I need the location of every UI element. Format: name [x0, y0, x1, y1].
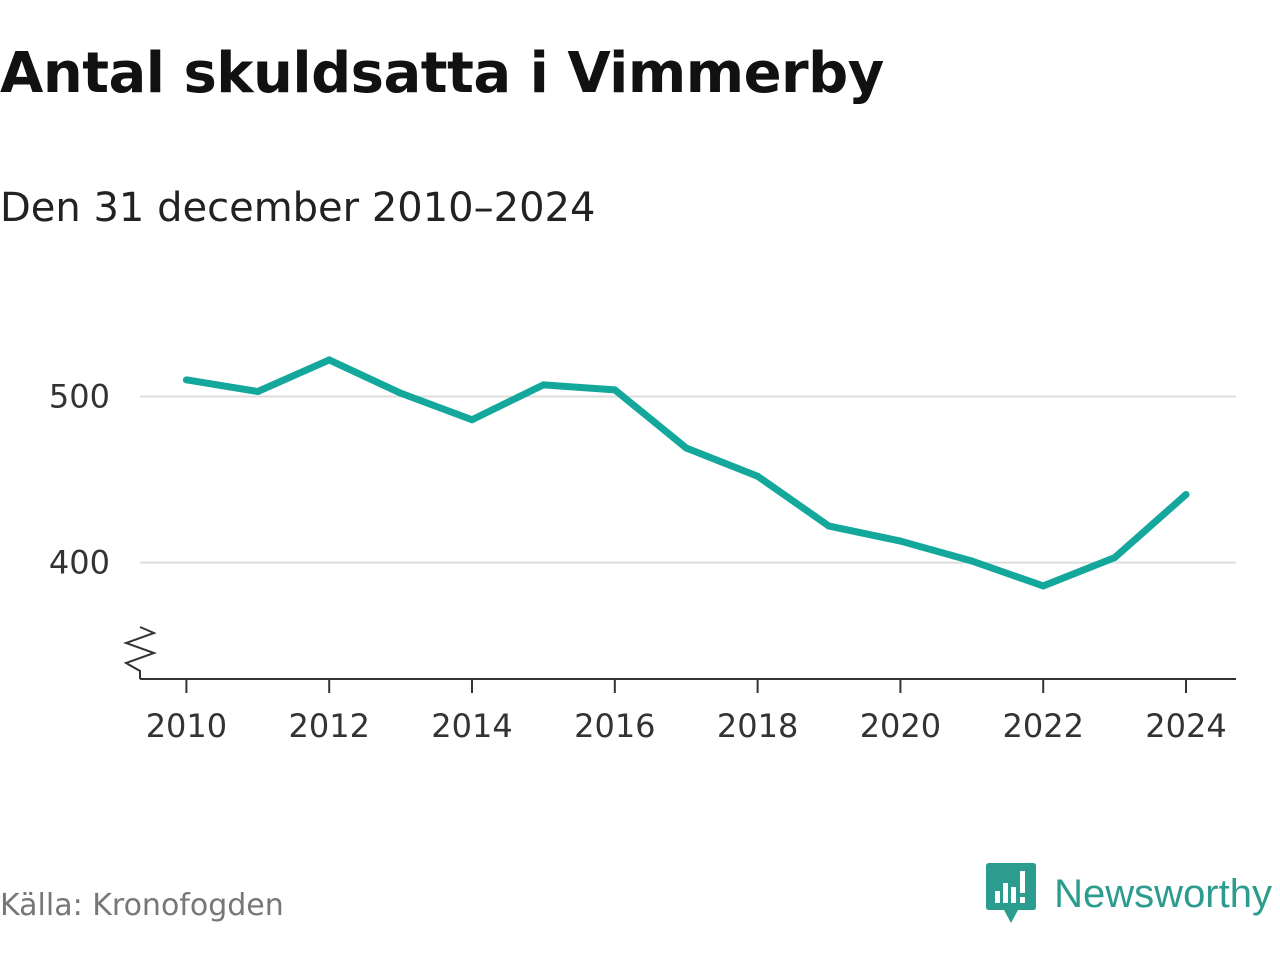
y-tick-label-500: 500	[49, 377, 110, 415]
data-point-2017	[682, 444, 690, 452]
series	[182, 356, 1190, 590]
newsworthy-logo-icon	[986, 863, 1037, 923]
data-point-2011	[254, 387, 262, 395]
chart-subtitle: Den 31 december 2010–2024	[0, 185, 596, 231]
newsworthy-brand: Newsworthy	[986, 862, 1272, 926]
x-tick-label-2014: 2014	[431, 707, 512, 745]
data-point-2018	[754, 472, 762, 480]
source-note: Källa: Kronofogden	[0, 888, 284, 923]
line-chart: 400 500 2010 2012 2014 2016 2018 2020 2022 2024	[49, 356, 1236, 745]
data-point-2012	[325, 356, 333, 364]
x-tick-label-2010: 2010	[146, 707, 227, 745]
x-tick-label-2020: 2020	[860, 707, 941, 745]
data-point-2024	[1182, 491, 1190, 499]
x-tick-label-2016: 2016	[574, 707, 655, 745]
data-point-2023	[1111, 554, 1119, 562]
data-point-2019	[825, 522, 833, 530]
data-point-2015	[539, 381, 547, 389]
axes	[123, 626, 1236, 693]
data-point-2016	[611, 386, 619, 394]
data-point-2020	[896, 537, 904, 545]
tick-labels: 400 500 2010 2012 2014 2016 2018 2020 2022 2024	[49, 377, 1227, 745]
x-tick-label-2012: 2012	[288, 707, 369, 745]
x-tick-label-2018: 2018	[717, 707, 798, 745]
data-point-2013	[397, 389, 405, 397]
x-tick-label-2022: 2022	[1002, 707, 1083, 745]
data-point-2010	[182, 376, 190, 384]
gridlines	[140, 395, 1236, 564]
series-line-0	[185, 356, 1189, 590]
data-point-2021	[968, 557, 976, 565]
y-tick-label-400: 400	[49, 544, 110, 582]
y-axis-break-icon	[123, 626, 157, 679]
data-point-2022	[1039, 582, 1047, 590]
x-tick-label-2024: 2024	[1145, 707, 1226, 745]
brand-name: Newsworthy	[1054, 872, 1272, 916]
data-point-2014	[468, 416, 476, 424]
chart-title: Antal skuldsatta i Vimmerby	[0, 41, 884, 106]
